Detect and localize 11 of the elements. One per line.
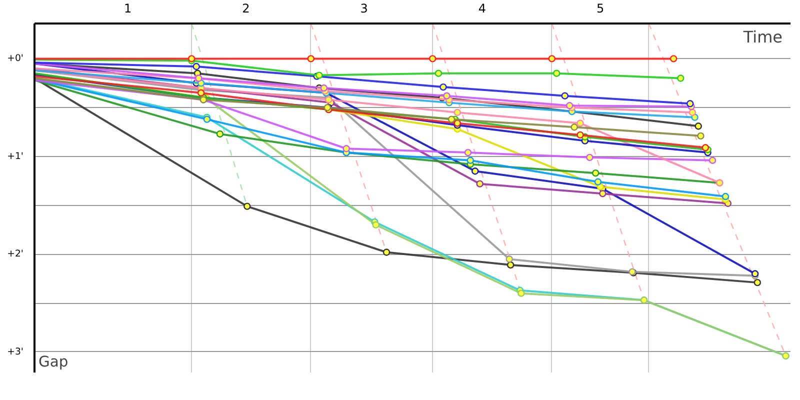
x-axis-title: Time — [742, 28, 782, 46]
x-tick-label: 2 — [242, 2, 250, 16]
x-tick-label: 3 — [360, 2, 368, 16]
x-tick-label: 5 — [596, 2, 604, 16]
y-tick-label: +0' — [7, 53, 24, 64]
y-tick-label: +2' — [7, 248, 24, 260]
y-axis-title: Gap — [38, 354, 68, 370]
x-tick-label: 4 — [478, 2, 486, 16]
x-tick-label: 1 — [124, 2, 132, 16]
y-tick-label: +3' — [7, 346, 24, 358]
y-tick-label: +1' — [7, 150, 24, 162]
